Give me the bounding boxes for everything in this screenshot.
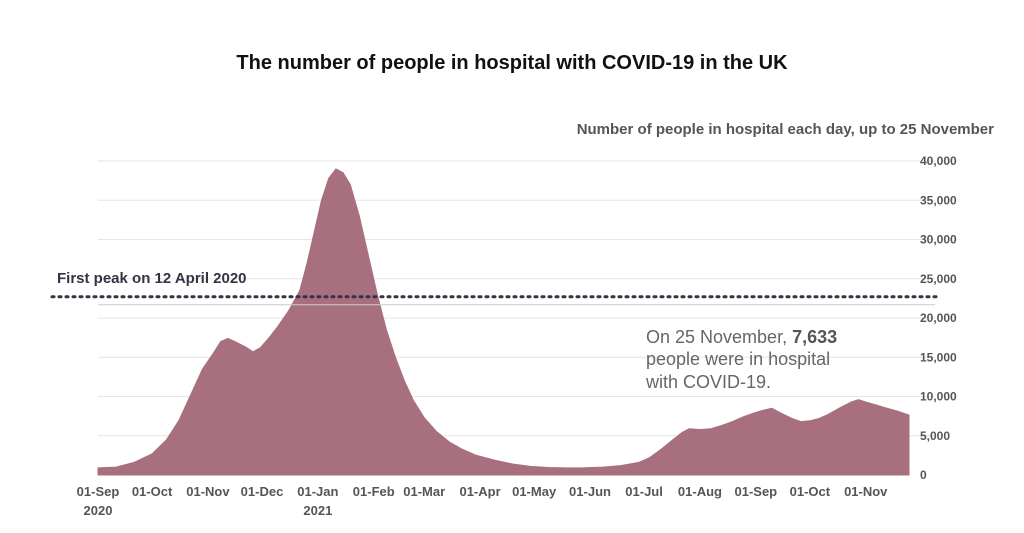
- annotation-line1: On 25 November, 7,633: [646, 327, 837, 347]
- y-tick-label: 35,000: [920, 193, 957, 207]
- y-tick-label: 15,000: [920, 350, 957, 364]
- x-tick-label: 01-Oct: [132, 484, 173, 499]
- annotation-text-before: On 25 November,: [646, 327, 792, 347]
- x-tick-label: 01-Sep: [77, 484, 120, 499]
- y-tick-label: 40,000: [920, 154, 957, 168]
- y-tick-label: 30,000: [920, 233, 957, 247]
- x-tick-label: 01-Aug: [678, 484, 722, 499]
- annotation-line2: people were in hospital: [646, 349, 830, 369]
- x-axis: 01-Sep 2020 01-Oct 01-Nov 01-Dec 01-Jan 2021 01…: [77, 484, 889, 518]
- chart-title: The number of people in hospital with CO…: [236, 52, 788, 74]
- y-tick-label: 20,000: [920, 311, 957, 325]
- area-series-0: [97, 168, 910, 476]
- annotation-value: 7,633: [792, 327, 837, 347]
- reference-line-group: [50, 295, 942, 306]
- annotation: On 25 November, 7,633 people were in hos…: [645, 327, 837, 392]
- x-tick-label: 01-Nov: [844, 484, 888, 499]
- x-tick-label: 01-Feb: [353, 484, 395, 499]
- x-tick-label: 01-Apr: [459, 484, 500, 499]
- x-tick-label: 01-Mar: [403, 484, 445, 499]
- y-tick-label: 10,000: [920, 390, 957, 404]
- x-tick-label: 01-Jan: [297, 484, 338, 499]
- y-tick-label: 0: [920, 468, 927, 482]
- x-tick-label: 01-Sep: [734, 484, 777, 499]
- area-series: [97, 168, 910, 476]
- y-axis: 0 5,000 10,000 15,000 20,000 25,000 30,000 35,0…: [920, 154, 957, 482]
- x-tick-label: 01-Dec: [241, 484, 284, 499]
- y-tick-label: 25,000: [920, 272, 957, 286]
- y-tick-label: 5,000: [920, 429, 950, 443]
- x-tick-label: 01-Jul: [625, 484, 663, 499]
- x-tick-label: 01-May: [512, 484, 557, 499]
- reference-line-label: First peak on 12 April 2020: [57, 270, 247, 287]
- x-tick-label: 01-Jun: [569, 484, 611, 499]
- x-tick-year-label: 2021: [303, 503, 332, 518]
- x-tick-year-label: 2020: [84, 503, 113, 518]
- annotation-line3: with COVID-19.: [645, 372, 771, 392]
- x-tick-label: 01-Nov: [186, 484, 230, 499]
- x-tick-label: 01-Oct: [790, 484, 831, 499]
- chart-subtitle: Number of people in hospital each day, u…: [577, 121, 994, 138]
